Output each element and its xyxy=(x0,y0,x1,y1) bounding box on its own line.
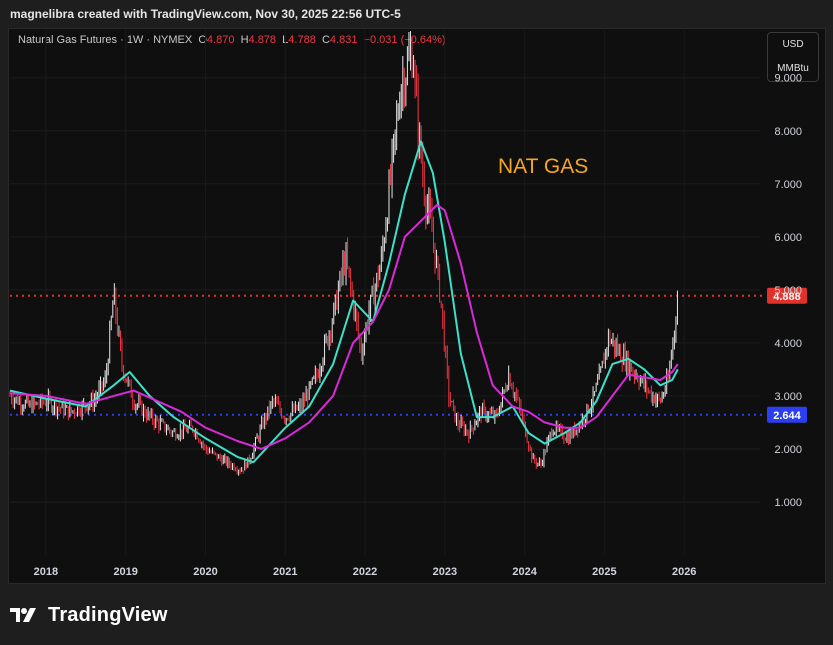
open-label: O xyxy=(198,34,207,46)
currency-label[interactable]: USD xyxy=(782,39,804,50)
level-label: 4.888 xyxy=(773,291,801,303)
symbol-legend: Natural Gas Futures · 1W · NYMEX O4.870 … xyxy=(18,34,446,46)
y-tick-label: 3.000 xyxy=(774,391,802,403)
y-tick-label: 1.000 xyxy=(774,497,802,509)
symbol-name[interactable]: Natural Gas Futures · 1W · NYMEX xyxy=(18,34,193,46)
x-tick-label: 2025 xyxy=(592,566,616,578)
y-tick-label: 7.000 xyxy=(774,179,802,191)
level-label: 2.644 xyxy=(773,410,801,422)
slow-moving-average-line xyxy=(9,204,679,450)
y-axis: 1.000 2.000 3.000 4.000 5.000 6.000 7.000 8.000… xyxy=(774,73,802,509)
close-label: C xyxy=(321,34,330,46)
top-bar: magnelibra created with TradingView.com,… xyxy=(0,0,833,28)
x-tick-label: 2021 xyxy=(273,566,297,578)
high-label: H xyxy=(240,34,249,46)
y-tick-label: 4.000 xyxy=(774,338,802,350)
horizontal-levels: 4.888 2.644 xyxy=(10,287,807,423)
low-value: 4.788 xyxy=(288,34,316,46)
y-tick-label: 9.000 xyxy=(774,73,802,85)
y-tick-label: 5.000 xyxy=(774,285,802,297)
brand-name: TradingView xyxy=(48,603,168,626)
price-bars xyxy=(9,31,678,476)
level-label-box xyxy=(767,406,807,423)
open-value: 4.870 xyxy=(206,34,235,46)
tradingview-logo-icon xyxy=(10,608,36,622)
chart-credit: magnelibra created with TradingView.com,… xyxy=(10,7,401,21)
y-tick-label: 2.000 xyxy=(774,444,802,456)
footer-brand: TradingView xyxy=(10,600,168,630)
y-tick-label: 8.000 xyxy=(774,126,802,138)
fast-moving-average-line xyxy=(9,140,679,464)
close-value: 4.831 xyxy=(329,34,358,46)
x-axis: 2018 2019 2020 2021 2022 2023 2024 2025 2026 xyxy=(34,566,697,578)
x-tick-label: 2018 xyxy=(34,566,58,578)
x-tick-label: 2022 xyxy=(353,566,377,578)
x-tick-label: 2020 xyxy=(193,566,217,578)
x-tick-label: 2026 xyxy=(672,566,696,578)
y-tick-label: 6.000 xyxy=(774,232,802,244)
level-label-box xyxy=(767,287,807,304)
x-tick-label: 2019 xyxy=(113,566,137,578)
change-value: −0.031 (−0.64%) xyxy=(363,34,446,46)
unit-label[interactable]: MMBtu xyxy=(777,63,809,74)
x-tick-label: 2023 xyxy=(433,566,457,578)
chart-annotation: NAT GAS xyxy=(498,155,588,178)
grid xyxy=(10,30,760,555)
x-tick-label: 2024 xyxy=(512,566,537,578)
units-selector[interactable]: USD MMBtu xyxy=(767,32,819,82)
moving-averages xyxy=(9,140,679,464)
chart-frame[interactable] xyxy=(8,28,826,584)
high-value: 4.878 xyxy=(248,34,277,46)
